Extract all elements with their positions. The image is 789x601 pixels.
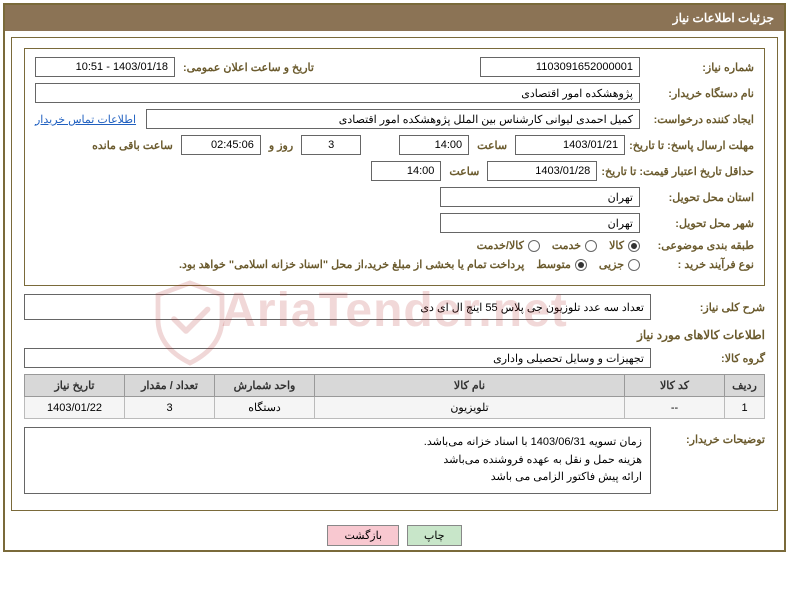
radio-small-label: جزیی — [599, 258, 624, 271]
city-label: شهر محل تحویل: — [644, 217, 754, 230]
cell-idx: 1 — [725, 397, 765, 419]
cell-unit: دستگاه — [215, 397, 315, 419]
days-field: 3 — [301, 135, 361, 155]
requester-label: ایجاد کننده درخواست: — [644, 113, 754, 126]
validity-date-field: 1403/01/28 — [487, 161, 597, 181]
back-button[interactable]: بازگشت — [327, 525, 399, 546]
category-label: طبقه بندی موضوعی: — [644, 239, 754, 252]
radio-goods[interactable] — [628, 240, 640, 252]
radio-both[interactable] — [528, 240, 540, 252]
process-note: پرداخت تمام یا بخشی از مبلغ خرید،از محل … — [179, 258, 532, 271]
radio-goods-label: کالا — [609, 239, 624, 252]
deadline-date-field: 1403/01/21 — [515, 135, 625, 155]
details-section: شماره نیاز: 1103091652000001 تاریخ و ساع… — [24, 48, 765, 286]
validity-label: حداقل تاریخ اعتبار قیمت: تا تاریخ: — [601, 165, 754, 178]
need-no-field: 1103091652000001 — [480, 57, 640, 77]
goods-section-title: اطلاعات کالاهای مورد نیاز — [24, 328, 765, 342]
page-title: جزئیات اطلاعات نیاز — [5, 5, 784, 31]
process-label: نوع فرآیند خرید : — [644, 258, 754, 271]
days-and-label: روز و — [265, 139, 297, 152]
col-unit: واحد شمارش — [215, 375, 315, 397]
buyer-org-field: پژوهشکده امور اقتصادی — [35, 83, 640, 103]
desc-line-3: ارائه پیش فاکتور الزامی می باشد — [33, 469, 642, 487]
requester-field: کمیل احمدی لیوانی کارشناس بین الملل پژوه… — [146, 109, 640, 129]
buyer-org-label: نام دستگاه خریدار: — [644, 87, 754, 100]
remaining-label: ساعت باقی مانده — [88, 139, 177, 152]
col-qty: تعداد / مقدار — [125, 375, 215, 397]
radio-service-label: خدمت — [552, 239, 581, 252]
announce-field: 1403/01/18 - 10:51 — [35, 57, 175, 77]
col-idx: ردیف — [725, 375, 765, 397]
contact-link[interactable]: اطلاعات تماس خریدار — [35, 113, 142, 126]
radio-medium-label: متوسط — [536, 258, 571, 271]
col-code: کد کالا — [625, 375, 725, 397]
desc-line-2: هزینه حمل و نقل به عهده فروشنده می‌باشد — [33, 452, 642, 470]
goods-table: ردیف کد کالا نام کالا واحد شمارش تعداد /… — [24, 374, 765, 419]
print-button[interactable]: چاپ — [407, 525, 462, 546]
city-field: تهران — [440, 213, 640, 233]
process-radio-group: جزیی متوسط — [536, 258, 640, 271]
main-content: شماره نیاز: 1103091652000001 تاریخ و ساع… — [11, 37, 778, 511]
cell-code: -- — [625, 397, 725, 419]
need-no-label: شماره نیاز: — [644, 61, 754, 74]
time-label-2: ساعت — [445, 165, 483, 178]
category-radio-group: کالا خدمت کالا/خدمت — [477, 239, 640, 252]
button-row: چاپ بازگشت — [5, 517, 784, 550]
group-field: تجهیزات و وسایل تحصیلی واداری — [24, 348, 651, 368]
radio-service[interactable] — [585, 240, 597, 252]
cell-qty: 3 — [125, 397, 215, 419]
cell-date: 1403/01/22 — [25, 397, 125, 419]
deadline-label: مهلت ارسال پاسخ: تا تاریخ: — [629, 139, 754, 152]
announce-label: تاریخ و ساعت اعلان عمومی: — [179, 61, 318, 74]
province-field: تهران — [440, 187, 640, 207]
summary-label: شرح کلی نیاز: — [655, 301, 765, 314]
buyer-desc-label: توضیحات خریدار: — [655, 427, 765, 446]
deadline-time-field: 14:00 — [399, 135, 469, 155]
radio-small[interactable] — [628, 259, 640, 271]
time-label-1: ساعت — [473, 139, 511, 152]
province-label: استان محل تحویل: — [644, 191, 754, 204]
col-name: نام کالا — [315, 375, 625, 397]
remaining-time-field: 02:45:06 — [181, 135, 261, 155]
desc-line-1: زمان تسویه 1403/06/31 با اسناد خزانه می‌… — [33, 434, 642, 452]
group-label: گروه کالا: — [655, 352, 765, 365]
radio-medium[interactable] — [575, 259, 587, 271]
summary-field: تعداد سه عدد تلوزیون جی پلاس 55 اینچ ال … — [24, 294, 651, 320]
col-date: تاریخ نیاز — [25, 375, 125, 397]
buyer-desc-box: زمان تسویه 1403/06/31 با اسناد خزانه می‌… — [24, 427, 651, 494]
table-row: 1 -- تلویزیون دستگاه 3 1403/01/22 — [25, 397, 765, 419]
radio-both-label: کالا/خدمت — [477, 239, 524, 252]
cell-name: تلویزیون — [315, 397, 625, 419]
validity-time-field: 14:00 — [371, 161, 441, 181]
